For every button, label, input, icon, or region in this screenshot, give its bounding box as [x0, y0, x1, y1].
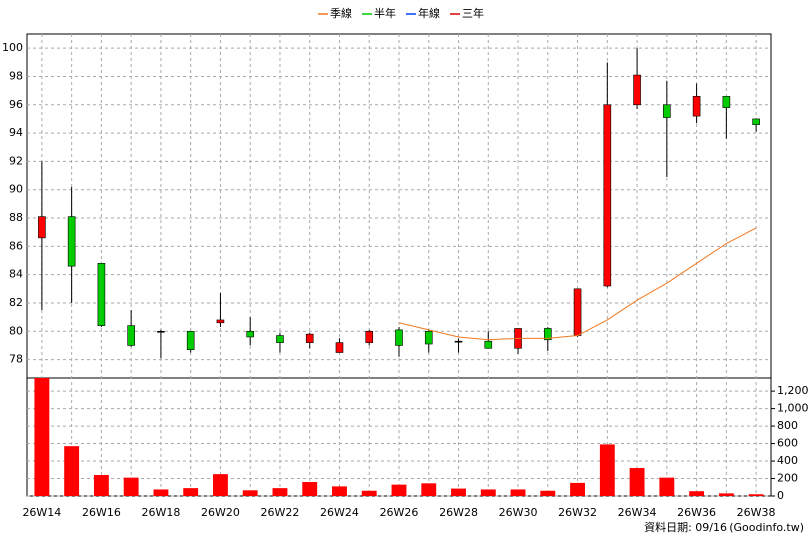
y2-tick-label: 800 — [777, 419, 798, 432]
volume-bar — [540, 490, 556, 496]
candle-body — [186, 330, 195, 350]
source: (Goodinfo.tw) — [729, 521, 804, 534]
candle-body — [157, 330, 165, 333]
data-date: 資料日期: 09/16 — [644, 520, 727, 534]
candle-body — [424, 330, 433, 345]
candle-body — [692, 95, 701, 117]
x-tick-label: 26W36 — [677, 506, 716, 519]
y-tick-label: 88 — [9, 211, 23, 224]
candle-body — [276, 335, 284, 343]
volume-bar — [748, 494, 764, 496]
y-tick-label: 80 — [9, 324, 23, 337]
candle-body — [216, 319, 225, 324]
volume-bar — [332, 486, 347, 496]
volume-bar — [421, 483, 437, 496]
legend-label: 三年 — [462, 6, 484, 20]
candle-body — [97, 263, 106, 326]
y-tick-label: 86 — [9, 239, 23, 252]
y2-tick-label: 0 — [777, 489, 784, 502]
candle-body — [484, 340, 493, 349]
volume-bar — [718, 493, 734, 496]
y2-tick-label: 200 — [777, 472, 798, 485]
y-tick-label: 90 — [9, 183, 23, 196]
candle-body — [67, 216, 76, 267]
y-tick-label: 100 — [2, 41, 23, 54]
y-tick-label: 84 — [9, 268, 23, 281]
volume-bar — [659, 477, 675, 496]
candle-body — [335, 342, 344, 353]
candle-body — [752, 118, 760, 125]
volume-bar — [302, 482, 318, 496]
x-tick-label: 26W20 — [201, 506, 240, 519]
volume-bar — [64, 446, 80, 496]
y2-tick-label: 1,000 — [777, 402, 808, 415]
volume-bar — [272, 488, 288, 496]
candle-body — [127, 325, 135, 346]
x-tick-label: 26W26 — [380, 506, 419, 519]
volume-bar — [242, 490, 258, 496]
y-tick-label: 98 — [9, 69, 23, 82]
volume-bar — [451, 488, 466, 496]
candle-body — [38, 216, 46, 239]
y2-tick-label: 600 — [777, 437, 798, 450]
candle-body — [663, 104, 671, 118]
x-tick-label: 26W14 — [22, 506, 61, 519]
candle-body — [395, 329, 403, 346]
y-tick-label: 96 — [9, 98, 23, 111]
candle-body — [573, 288, 582, 336]
volume-bar — [123, 477, 139, 496]
volume-bar — [93, 475, 109, 496]
candle-body — [246, 330, 254, 338]
volume-bar — [689, 491, 705, 496]
x-tick-label: 26W32 — [558, 506, 597, 519]
legend-label: 季線 — [330, 6, 352, 20]
volume-bar — [153, 489, 169, 496]
candle-body — [722, 95, 731, 108]
volume-bar — [480, 489, 496, 496]
volume-bar — [570, 482, 585, 496]
candle-body — [365, 330, 374, 343]
x-tick-label: 26W38 — [737, 506, 776, 519]
y2-tick-label: 1,200 — [777, 384, 808, 397]
legend-label: 年線 — [418, 6, 440, 20]
volume-bar — [599, 444, 615, 496]
y-tick-label: 82 — [9, 296, 23, 309]
volume-bar — [510, 489, 526, 496]
volume-bar — [34, 378, 50, 496]
volume-bar — [629, 468, 645, 496]
x-tick-label: 26W16 — [82, 506, 121, 519]
y-tick-label: 94 — [9, 126, 23, 139]
volume-bar — [183, 488, 199, 496]
x-tick-label: 26W22 — [261, 506, 300, 519]
y2-tick-label: 400 — [777, 454, 798, 467]
ma-line — [398, 227, 757, 341]
volume-bar — [361, 490, 377, 496]
candle-body — [603, 104, 612, 287]
candle-body — [543, 328, 552, 341]
x-tick-label: 26W30 — [499, 506, 538, 519]
candle-body — [633, 74, 641, 106]
candle-body — [305, 333, 314, 343]
y-tick-label: 78 — [9, 353, 23, 366]
volume-bar — [391, 484, 407, 496]
x-tick-label: 26W28 — [439, 506, 478, 519]
volume-bar — [213, 474, 228, 496]
legend-label: 半年 — [374, 6, 396, 20]
x-tick-label: 26W18 — [141, 506, 180, 519]
x-tick-label: 26W34 — [618, 506, 657, 519]
x-tick-label: 26W24 — [320, 506, 359, 519]
candle-body — [454, 340, 463, 343]
y-tick-label: 92 — [9, 154, 23, 167]
